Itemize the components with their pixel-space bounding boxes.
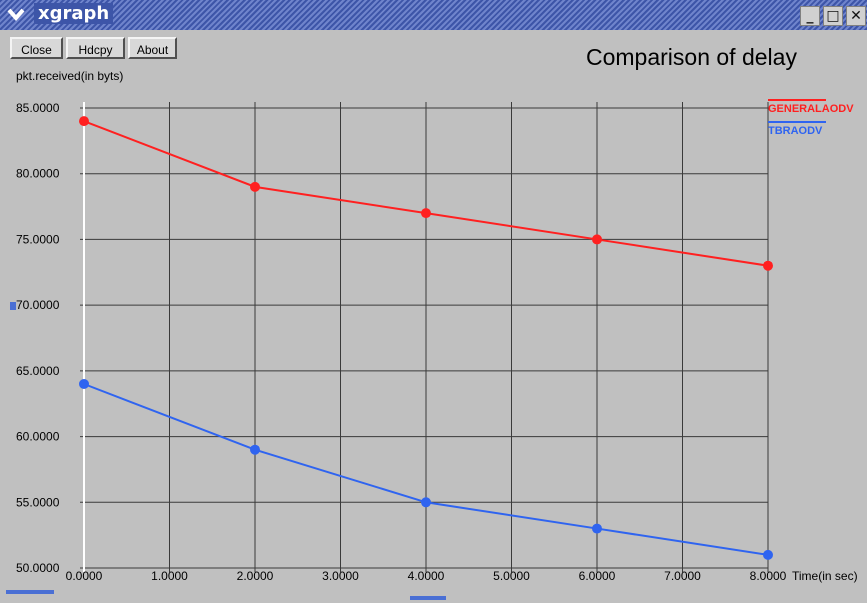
y-axis-label: pkt.received(in byts) [16, 69, 123, 83]
x-tick-label: 7.0000 [664, 569, 701, 583]
data-point-tbraodv [250, 444, 260, 455]
y-tick-label: 65.0000 [16, 364, 60, 378]
y-tick-label: 70.0000 [16, 298, 60, 312]
data-point-generalaodv [79, 116, 89, 127]
y-tick-label: 80.0000 [16, 167, 60, 181]
data-point-tbraodv [79, 379, 89, 389]
x-tick-label: 4.0000 [408, 569, 445, 583]
x-tick-label: 3.0000 [322, 569, 359, 583]
data-point-generalaodv [763, 260, 773, 271]
data-point-generalaodv [592, 234, 602, 245]
data-point-tbraodv [763, 549, 773, 560]
chart-title: Comparison of delay [586, 44, 797, 70]
x-tick-label: 0.0000 [66, 569, 103, 583]
title-bar[interactable]: xgraph _ □ ✕ [0, 0, 867, 30]
y-tick-label: 55.0000 [16, 495, 60, 509]
legend-label-generalaodv: GENERALAODV [768, 103, 854, 115]
y-tick-label: 60.0000 [16, 430, 60, 444]
data-point-tbraodv [421, 497, 431, 508]
x-tick-label: 6.0000 [579, 569, 616, 583]
data-point-generalaodv [250, 181, 260, 192]
data-point-generalaodv [421, 208, 431, 219]
close-icon[interactable]: ✕ [846, 6, 866, 26]
left-edge-marker [10, 302, 16, 310]
close-button[interactable]: Close [10, 37, 63, 59]
y-tick-label: 75.0000 [16, 232, 60, 246]
maximize-icon[interactable]: □ [823, 6, 843, 26]
data-point-tbraodv [592, 523, 602, 534]
legend-label-tbraodv: TBRAODV [768, 125, 823, 137]
x-tick-label: 2.0000 [237, 569, 274, 583]
window-title: xgraph [34, 3, 114, 24]
x-tick-label: 8.0000 [750, 569, 787, 583]
bottom-edge-marker-right [410, 596, 446, 600]
hdcpy-button[interactable]: Hdcpy [66, 37, 125, 59]
about-button[interactable]: About [128, 37, 177, 59]
x-axis-label: Time(in sec) [792, 569, 858, 583]
x-tick-label: 5.0000 [493, 569, 530, 583]
x-tick-label: 1.0000 [151, 569, 188, 583]
y-tick-label: 50.0000 [16, 561, 60, 575]
y-tick-label: 85.0000 [16, 101, 60, 115]
minimize-icon[interactable]: _ [800, 6, 820, 26]
bottom-edge-marker-left [6, 590, 54, 594]
window-menu-chevron-icon[interactable] [6, 4, 26, 24]
